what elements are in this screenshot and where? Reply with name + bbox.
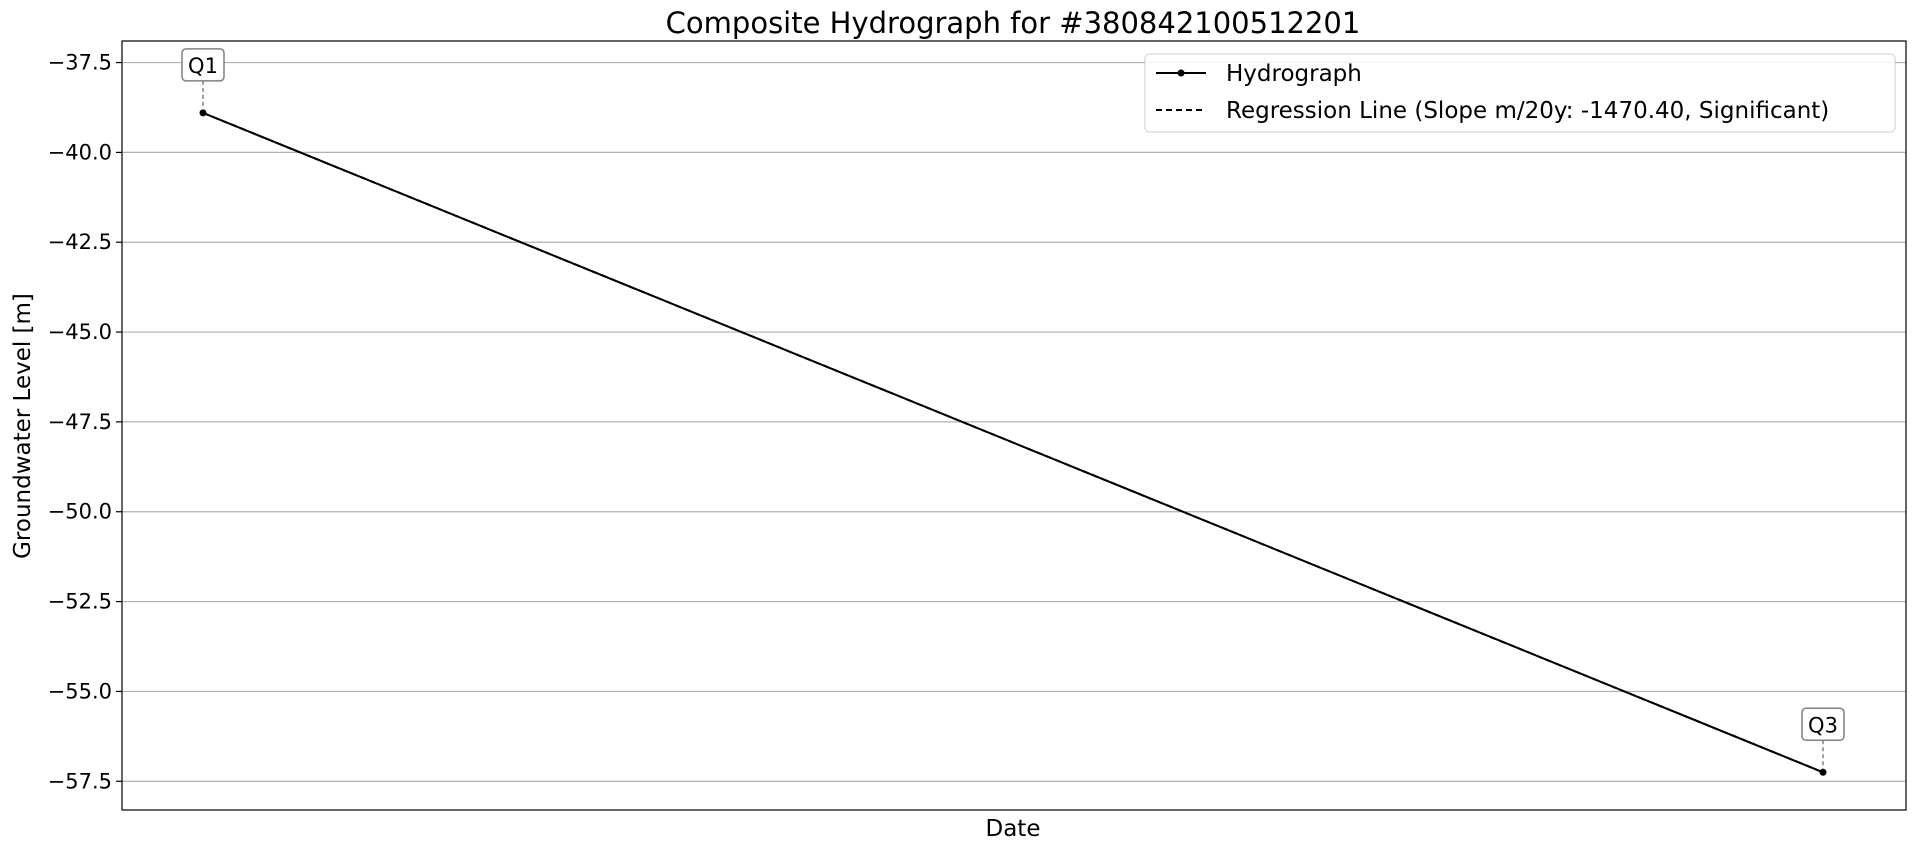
annotation-box	[181, 48, 225, 82]
legend-box	[1144, 53, 1896, 133]
legend: Hydrograph Regression Line (Slope m/20y:…	[1144, 53, 1896, 133]
annotation-label: Q3	[1808, 713, 1838, 737]
point-annotations: Q1 Q3	[181, 48, 1845, 770]
y-tick-label: −50.0	[48, 500, 112, 524]
y-tick-label: −47.5	[48, 410, 112, 434]
hydrograph-point	[1819, 768, 1827, 776]
y-axis-ticks: −37.5 −40.0 −42.5 −45.0 −47.5 −50.0 −52.5 −55.0…	[48, 51, 122, 793]
chart-title: Composite Hydrograph for #38084210051220…	[666, 6, 1361, 40]
regression-line	[202, 111, 1824, 774]
y-tick-label: −57.5	[48, 769, 112, 793]
annotation-label: Q1	[188, 54, 218, 78]
legend-regression-label: Regression Line (Slope m/20y: -1470.40, …	[1226, 98, 1829, 124]
hydrograph-point	[199, 109, 207, 117]
y-tick-label: −37.5	[48, 51, 112, 75]
plot-frame	[121, 40, 1907, 811]
y-tick-label: −52.5	[48, 590, 112, 614]
y-tick-label: −40.0	[48, 140, 112, 164]
y-axis-label: Groundwater Level [m]	[10, 293, 36, 559]
legend-hydrograph-marker-icon	[1177, 69, 1185, 77]
x-axis-label: Date	[986, 816, 1041, 842]
y-tick-label: −42.5	[48, 230, 112, 254]
y-tick-label: −45.0	[48, 320, 112, 344]
y-tick-label: −55.0	[48, 679, 112, 703]
grid-lines	[122, 61, 1906, 782]
series-layer	[199, 109, 1827, 776]
annotation-box	[1801, 707, 1845, 742]
legend-hydrograph-label: Hydrograph	[1226, 61, 1362, 87]
